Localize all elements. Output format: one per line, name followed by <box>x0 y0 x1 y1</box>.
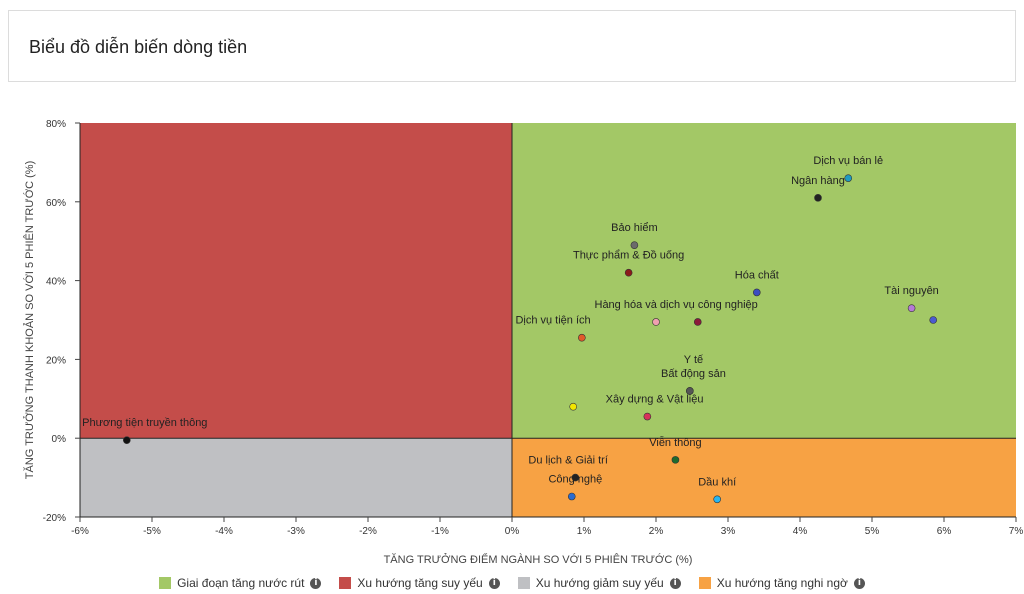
info-icon[interactable]: i <box>488 577 500 589</box>
legend-swatch <box>698 577 711 589</box>
x-tick-label: -5% <box>143 526 161 537</box>
data-label: Bất động sản <box>661 368 726 380</box>
data-point <box>907 304 916 312</box>
legend-swatch <box>339 577 352 589</box>
y-tick-label: 60% <box>46 198 66 209</box>
x-tick-label: -2% <box>359 526 377 537</box>
legend-item-gray[interactable]: Xu hướng giảm suy yếu i <box>517 576 681 590</box>
data-point <box>814 194 822 202</box>
chart-legend: Giai đoạn tăng nước rút i Xu hướng tăng … <box>0 574 1024 592</box>
data-point <box>671 456 680 464</box>
data-label: Ngân hàng <box>791 175 845 187</box>
legend-swatch <box>159 577 172 589</box>
quadrant-0 <box>512 123 1016 439</box>
legend-label: Xu hướng tăng suy yếu <box>357 576 483 590</box>
data-label: Dầu khí <box>698 476 736 488</box>
data-label: Viễn thông <box>649 436 701 449</box>
data-point <box>929 316 938 324</box>
x-tick-label: -6% <box>71 526 89 537</box>
data-label: Phương tiện truyền thông <box>82 417 207 429</box>
x-tick-label: 4% <box>793 526 808 537</box>
y-tick-label: 40% <box>46 277 66 288</box>
data-label: Xây dựng & Vật liệu <box>606 394 704 406</box>
data-label: Du lịch & Giải trí <box>528 455 607 467</box>
x-tick-label: 0% <box>505 526 520 537</box>
data-label: Dịch vụ bán lẻ <box>813 155 883 167</box>
x-axis-title: TĂNG TRƯỞNG ĐIỂM NGÀNH SO VỚI 5 PHIÊN TR… <box>384 553 693 566</box>
legend-item-green[interactable]: Giai đoạn tăng nước rút i <box>159 576 322 590</box>
legend-item-orange[interactable]: Xu hướng tăng nghi ngờ i <box>698 576 865 590</box>
x-tick-label: 5% <box>865 526 880 537</box>
data-point <box>571 473 580 482</box>
legend-label: Xu hướng tăng nghi ngờ <box>716 576 848 590</box>
data-point <box>752 288 761 297</box>
x-tick-label: -1% <box>431 526 449 537</box>
data-point <box>123 436 131 444</box>
y-tick-label: -20% <box>43 513 66 524</box>
legend-item-red[interactable]: Xu hướng tăng suy yếu i <box>339 576 500 590</box>
x-tick-label: 1% <box>577 526 592 537</box>
data-point <box>713 495 722 504</box>
data-label: Thực phẩm & Đồ uống <box>573 250 684 262</box>
data-point <box>578 333 586 342</box>
data-point <box>569 402 578 411</box>
page-title: Biểu đồ diễn biến dòng tiền <box>29 37 248 57</box>
info-icon[interactable]: i <box>669 577 681 589</box>
quadrant-2 <box>80 438 512 517</box>
quadrant-3 <box>512 438 1016 517</box>
x-tick-label: 2% <box>649 526 664 537</box>
x-tick-label: -3% <box>287 526 305 537</box>
x-tick-label: 7% <box>1009 526 1024 537</box>
x-tick-label: 3% <box>721 526 736 537</box>
data-point <box>652 318 660 326</box>
data-label: Y tế <box>684 354 703 366</box>
data-label: Hàng hóa và dịch vụ công nghiệp <box>595 299 758 311</box>
data-label: Hóa chất <box>735 269 779 281</box>
y-tick-label: 80% <box>46 119 66 130</box>
data-label: Công nghệ <box>548 474 602 486</box>
x-tick-label: 6% <box>937 526 952 537</box>
data-point <box>624 268 633 277</box>
legend-label: Xu hướng giảm suy yếu <box>535 576 664 590</box>
data-point <box>643 412 652 421</box>
info-icon[interactable]: i <box>853 577 865 589</box>
data-point <box>567 492 576 501</box>
quadrant-1 <box>80 123 512 439</box>
data-label: Dịch vụ tiện ích <box>515 315 590 327</box>
y-tick-label: 0% <box>52 434 67 445</box>
y-axis-title: TĂNG TRƯỞNG THANH KHOẢN SO VỚI 5 PHIÊN T… <box>23 161 36 479</box>
data-point <box>844 174 853 182</box>
data-label: Bảo hiểm <box>611 222 657 234</box>
info-icon[interactable]: i <box>310 577 322 589</box>
y-tick-label: 20% <box>46 355 66 366</box>
data-point <box>686 387 694 395</box>
x-tick-label: -4% <box>215 526 233 537</box>
data-point <box>693 318 702 326</box>
data-label: Tài nguyên <box>884 285 938 297</box>
legend-label: Giai đoạn tăng nước rút <box>177 576 305 590</box>
data-point <box>630 241 639 249</box>
legend-swatch <box>517 577 530 589</box>
chart-card-header: Biểu đồ diễn biến dòng tiền <box>8 10 1016 82</box>
